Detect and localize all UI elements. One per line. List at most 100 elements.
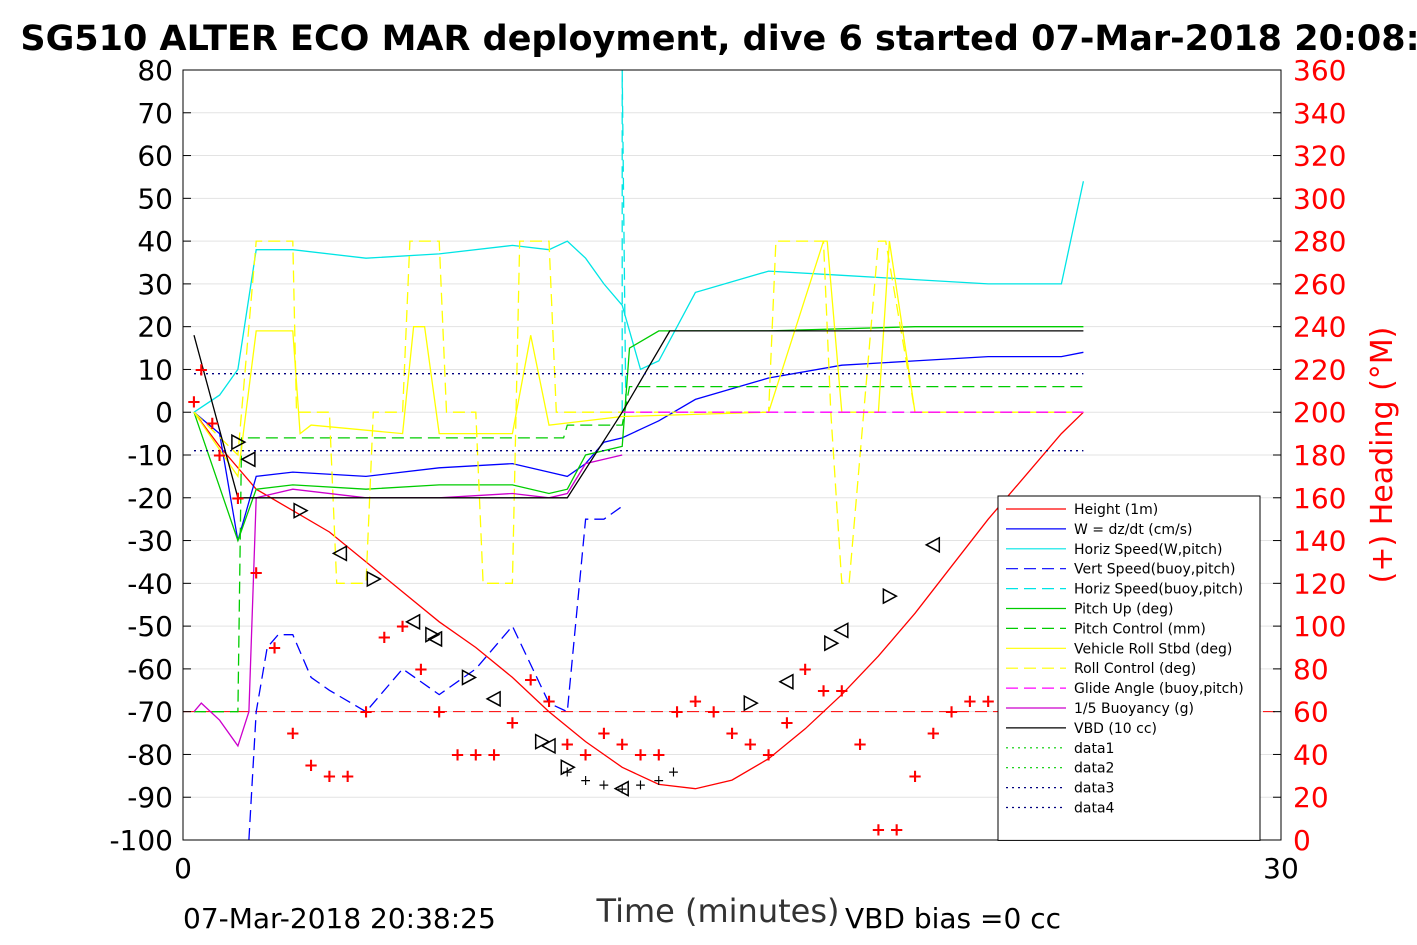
legend-entry: Vehicle Roll Stbd (deg) <box>1074 641 1232 657</box>
depth-marker: + <box>616 782 628 798</box>
y-right-tick-label: 0 <box>1293 824 1311 857</box>
triangle-marker <box>924 536 941 554</box>
heading-marker: + <box>413 659 428 680</box>
y-tick-label: -70 <box>127 696 173 729</box>
heading-marker: + <box>468 744 483 765</box>
y-tick-label: 40 <box>137 225 173 258</box>
triangle-marker <box>240 451 256 468</box>
heading-marker: + <box>578 744 593 765</box>
y-tick-label: -10 <box>127 439 173 472</box>
triangle-marker <box>293 502 309 519</box>
y-right-tick-label: 300 <box>1293 182 1346 215</box>
triangle-marker <box>366 570 382 588</box>
y-right-tick-label: 100 <box>1293 610 1346 643</box>
series-line-2 <box>193 181 1085 413</box>
triangle-marker <box>425 626 441 643</box>
depth-marker: + <box>668 765 680 781</box>
heading-marker: + <box>523 670 538 691</box>
heading-marker: + <box>450 744 465 765</box>
legend-entry: Horiz Speed(W,pitch) <box>1074 542 1222 558</box>
heading-marker: + <box>230 488 245 509</box>
y-right-tick-label: 120 <box>1293 567 1346 600</box>
y-tick-label: -50 <box>127 610 173 643</box>
y-right-tick-label: 280 <box>1293 225 1346 258</box>
y-tick-label: 80 <box>137 54 173 87</box>
triangle-marker <box>331 545 348 562</box>
heading-marker: + <box>377 627 392 648</box>
heading-marker: + <box>816 680 831 701</box>
y-right-tick-label: 220 <box>1293 353 1346 386</box>
heading-marker: + <box>285 723 300 744</box>
x-tick-label: 30 <box>1263 852 1299 885</box>
heading-marker: + <box>706 702 721 723</box>
y-right-tick-label: 200 <box>1293 396 1346 429</box>
legend-entry: data2 <box>1074 761 1114 777</box>
y-right-tick-label: 20 <box>1293 781 1329 814</box>
y-tick-label: 60 <box>137 140 173 173</box>
y-tick-label: 10 <box>137 353 173 386</box>
y-right-tick-label: 180 <box>1293 439 1346 472</box>
marker-layer: ++++++++++ +++++++ + +++++++++ ++++++++++ +++… <box>186 359 1105 840</box>
heading-marker: + <box>834 680 849 701</box>
heading-marker: + <box>212 445 227 466</box>
y-right-tick-label: 320 <box>1293 140 1346 173</box>
heading-marker: + <box>596 723 611 744</box>
legend-entry: Roll Control (deg) <box>1074 661 1196 677</box>
y-right-tick-label: 160 <box>1293 482 1346 515</box>
legend-entry: Glide Angle (buoy,pitch) <box>1074 681 1244 697</box>
triangle-marker <box>833 622 849 639</box>
heading-marker: + <box>944 702 959 723</box>
x-tick-label: 0 <box>174 852 192 885</box>
triangle-marker <box>485 690 501 708</box>
legend-entry: data4 <box>1074 801 1115 817</box>
heading-marker: + <box>340 766 355 787</box>
legend-box <box>997 495 1261 841</box>
heading-marker: + <box>798 659 813 680</box>
legend-entry: Pitch Control (mm) <box>1074 621 1206 637</box>
heading-marker: + <box>249 563 264 584</box>
legend: Height (1m) W = dz/dt (cm/s) Horiz Speed(W… <box>997 495 1261 841</box>
legend-entry: 1/5 Buoyancy (g) <box>1074 701 1194 717</box>
y-tick-label: 30 <box>137 268 173 301</box>
y-right-tick-label: 140 <box>1293 525 1346 558</box>
y-tick-label: 20 <box>137 311 173 344</box>
depth-marker: + <box>580 773 592 789</box>
triangle-marker <box>613 780 629 797</box>
heading-marker: + <box>304 755 319 776</box>
heading-marker: + <box>889 819 904 840</box>
heading-marker: + <box>853 734 868 755</box>
heading-marker: + <box>267 638 282 659</box>
y-tick-label: -40 <box>127 567 173 600</box>
legend-entry: VBD (10 cc) <box>1074 721 1157 737</box>
y-right-tick-label: 80 <box>1293 653 1329 686</box>
legend-entry: Height (1m) <box>1074 502 1158 518</box>
heading-marker: + <box>194 359 209 380</box>
triangle-marker <box>560 759 576 776</box>
heading-marker: + <box>871 819 886 840</box>
y-tick-label: -80 <box>127 738 173 771</box>
triangle-marker <box>426 630 443 648</box>
y-right-tick-label: 60 <box>1293 696 1329 729</box>
y-tick-label: -30 <box>127 525 173 558</box>
y-tick-label: -20 <box>127 482 173 515</box>
heading-marker: + <box>761 744 776 765</box>
triangle-marker <box>882 587 898 605</box>
heading-marker: + <box>688 691 703 712</box>
legend-entry: Horiz Speed(buoy,pitch) <box>1074 582 1243 598</box>
triangle-marker <box>824 634 840 652</box>
triangle-marker <box>778 673 794 690</box>
heading-marker: + <box>633 744 648 765</box>
right-axis-label: (+) Heading (°M) <box>1365 327 1400 584</box>
heading-marker: + <box>926 723 941 744</box>
depth-marker: + <box>561 765 573 781</box>
heading-marker: + <box>724 723 739 744</box>
chart-title: SG510 ALTER ECO MAR deployment, dive 6 s… <box>20 19 1417 59</box>
legend-entry: Pitch Up (deg) <box>1074 602 1173 618</box>
y-right-tick-label: 40 <box>1293 738 1329 771</box>
legend-entry: W = dz/dt (cm/s) <box>1074 522 1193 538</box>
triangle-marker <box>231 433 247 451</box>
heading-marker: + <box>615 734 630 755</box>
depth-marker: + <box>598 777 610 793</box>
y-tick-label: -100 <box>109 824 173 857</box>
